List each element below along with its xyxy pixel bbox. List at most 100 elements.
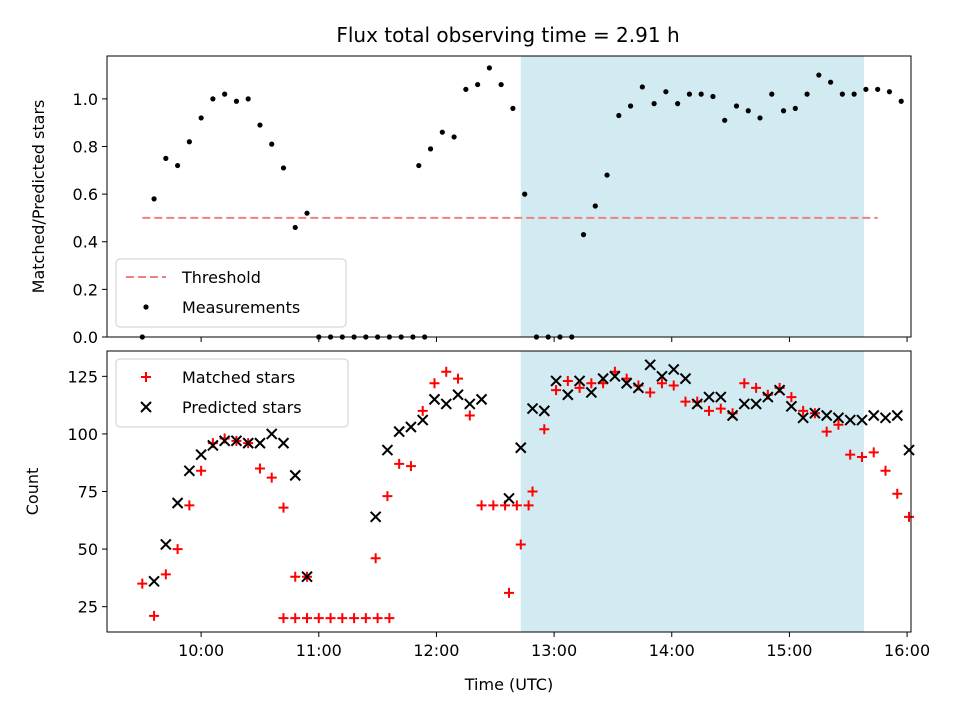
predicted-stars-point bbox=[195, 448, 207, 461]
matched-stars-point bbox=[868, 447, 879, 458]
x-tick-label: 14:00 bbox=[649, 641, 695, 660]
y-tick-label: 0.2 bbox=[73, 280, 98, 299]
predicted-stars-point bbox=[750, 398, 762, 410]
predicted-stars-point bbox=[620, 377, 633, 389]
measurement-point bbox=[710, 93, 716, 100]
x-tick-label: 13:00 bbox=[531, 641, 577, 660]
legend-matched-swatch bbox=[141, 372, 151, 382]
predicted-stars-point bbox=[183, 465, 196, 477]
predicted-stars-point bbox=[277, 437, 290, 449]
measurement-point bbox=[627, 103, 634, 109]
matched-stars-point bbox=[845, 449, 856, 460]
predicted-stars-point bbox=[369, 511, 382, 523]
predicted-stars-point bbox=[381, 444, 394, 456]
x-tick-label: 10:00 bbox=[178, 641, 224, 660]
measurement-point bbox=[522, 191, 528, 197]
matched-stars-point bbox=[856, 451, 867, 462]
matched-stars-point bbox=[290, 613, 301, 624]
predicted-stars-point bbox=[428, 393, 441, 406]
measurement-point bbox=[663, 89, 669, 95]
predicted-stars-point bbox=[726, 409, 739, 422]
plot-frame bbox=[106, 55, 912, 338]
matched-stars-point bbox=[523, 500, 534, 511]
predicted-stars-point bbox=[703, 391, 715, 403]
predicted-stars-point bbox=[773, 384, 786, 396]
predicted-stars-point bbox=[242, 437, 254, 449]
matched-stars-point bbox=[562, 375, 573, 386]
measurement-point bbox=[498, 81, 504, 88]
y-tick-label: 0.4 bbox=[73, 233, 98, 252]
measurement-point bbox=[174, 162, 181, 169]
ratio-panel: 0.0 0.2 0.4 0.6 0.8 1.0 Matched/Predicted star… bbox=[29, 55, 912, 347]
matched-stars-point bbox=[429, 378, 440, 389]
matched-stars-point bbox=[739, 378, 750, 389]
predicted-stars-point bbox=[405, 421, 417, 433]
measurement-point bbox=[745, 108, 751, 114]
matched-stars-point bbox=[645, 387, 656, 398]
measurement-point bbox=[639, 84, 645, 90]
predicted-stars-point bbox=[171, 497, 184, 509]
count-panel: 25 50 75 100 125 10:00 11:00 12:00 13:00 14:00 15:… bbox=[23, 350, 930, 694]
predicted-stars-point bbox=[691, 398, 703, 410]
predicted-stars-point bbox=[301, 571, 313, 583]
measurement-point bbox=[269, 141, 275, 147]
predicted-stars-point bbox=[585, 386, 598, 399]
measurement-point bbox=[163, 155, 169, 161]
plot-frame bbox=[106, 350, 912, 633]
matched-stars-point bbox=[476, 500, 487, 511]
matched-stars-point bbox=[715, 403, 726, 414]
measurement-point bbox=[898, 98, 904, 104]
legend-box bbox=[115, 258, 347, 328]
matched-stars-point bbox=[704, 405, 715, 416]
x-tick-label: 12:00 bbox=[413, 641, 459, 660]
predicted-stars-point bbox=[464, 398, 476, 410]
measurement-point bbox=[198, 115, 204, 121]
predicted-stars-point bbox=[550, 375, 562, 387]
measurement-point bbox=[828, 79, 834, 85]
predicted-stars-point bbox=[207, 439, 219, 452]
matched-stars-point bbox=[372, 613, 383, 624]
measurement-point bbox=[210, 96, 216, 102]
measurement-point bbox=[592, 203, 598, 209]
measurement-point bbox=[886, 89, 893, 95]
y-tick-label: 75 bbox=[78, 483, 98, 502]
measurement-point bbox=[439, 129, 445, 135]
matched-stars-point bbox=[511, 500, 522, 511]
predicted-stars-point bbox=[903, 444, 915, 456]
predicted-stars-point bbox=[632, 382, 645, 394]
matched-stars-point bbox=[680, 396, 691, 407]
matched-stars-point bbox=[196, 465, 207, 476]
predicted-stars-point bbox=[218, 435, 231, 447]
measurement-point bbox=[151, 196, 157, 202]
measurement-point bbox=[851, 91, 857, 97]
y-tick-label: 25 bbox=[78, 598, 98, 617]
y-tick-label: 0.8 bbox=[73, 137, 98, 156]
matched-stars-point bbox=[417, 405, 428, 416]
predicted-stars-point bbox=[475, 393, 488, 406]
predicted-stars-point bbox=[289, 469, 301, 482]
predicted-stars-point bbox=[573, 375, 586, 387]
measurement-point bbox=[616, 112, 622, 119]
measurement-point bbox=[580, 232, 587, 238]
measurement-point bbox=[780, 108, 787, 114]
measurement-point bbox=[416, 162, 422, 169]
matched-stars-point bbox=[504, 587, 514, 598]
predicted-stars-point bbox=[452, 389, 464, 401]
matched-stars-point bbox=[313, 613, 324, 624]
matched-stars-point bbox=[325, 613, 336, 624]
predicted-stars-point bbox=[738, 398, 751, 410]
y-tick-label: 100 bbox=[67, 425, 98, 444]
measurement-point bbox=[604, 172, 610, 178]
matched-stars-point bbox=[278, 502, 289, 513]
measurement-point bbox=[733, 103, 740, 109]
legend-predicted-swatch bbox=[140, 401, 152, 413]
measurement-point bbox=[186, 139, 192, 145]
measurement-point bbox=[816, 72, 822, 78]
matched-stars-point bbox=[290, 571, 301, 582]
measurement-point bbox=[863, 86, 869, 92]
matched-stars-point bbox=[266, 472, 277, 483]
matched-stars-point bbox=[488, 500, 499, 511]
legend-label: Measurements bbox=[182, 298, 300, 317]
matched-stars-point bbox=[405, 461, 416, 472]
predicted-stars-point bbox=[785, 400, 798, 412]
